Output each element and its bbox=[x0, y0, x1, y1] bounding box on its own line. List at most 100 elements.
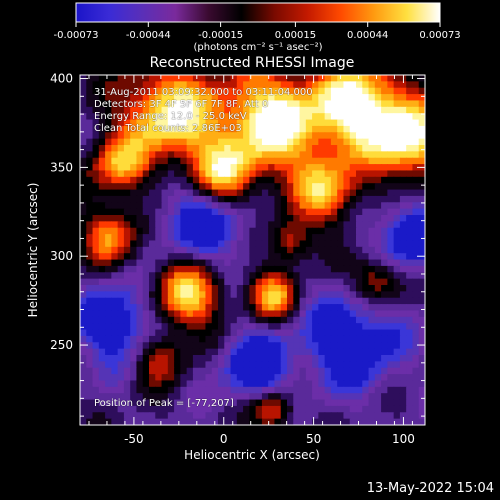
heatmap-cell bbox=[130, 125, 138, 133]
heatmap-cell bbox=[356, 164, 363, 172]
heatmap-cell bbox=[230, 374, 238, 382]
heatmap-cell bbox=[86, 106, 94, 114]
heatmap-cell bbox=[374, 195, 382, 203]
heatmap-cell bbox=[356, 221, 363, 229]
heatmap-cell bbox=[80, 87, 87, 95]
heatmap-cell bbox=[412, 208, 420, 216]
heatmap-cell bbox=[412, 106, 420, 114]
y-axis-label: Heliocentric Y (arcsec) bbox=[26, 183, 40, 318]
heatmap-cell bbox=[105, 119, 112, 127]
heatmap-cell bbox=[161, 87, 169, 95]
heatmap-cell bbox=[330, 195, 338, 203]
heatmap-cell bbox=[123, 234, 131, 242]
heatmap-cell bbox=[299, 310, 307, 318]
heatmap-cell bbox=[255, 310, 263, 318]
heatmap-cell bbox=[261, 81, 269, 89]
heatmap-cell bbox=[230, 316, 238, 324]
heatmap-cell bbox=[174, 145, 181, 152]
heatmap-cell bbox=[192, 100, 200, 108]
heatmap-cell bbox=[280, 278, 288, 286]
heatmap-cell bbox=[324, 304, 332, 312]
heatmap-cell bbox=[230, 151, 238, 159]
heatmap-cell bbox=[412, 297, 420, 305]
heatmap-cell bbox=[98, 106, 106, 114]
heatmap-cell bbox=[80, 361, 87, 369]
heatmap-cell bbox=[186, 145, 194, 152]
heatmap-cell bbox=[199, 234, 207, 242]
heatmap-cell bbox=[161, 405, 169, 413]
heatmap-cell bbox=[80, 125, 87, 133]
heatmap-cell bbox=[174, 81, 181, 89]
heatmap-cell bbox=[287, 234, 294, 242]
heatmap-cell bbox=[105, 234, 112, 242]
heatmap-cell bbox=[174, 386, 181, 394]
heatmap-cell bbox=[155, 412, 163, 420]
heatmap-cell bbox=[186, 393, 194, 401]
heatmap-cell bbox=[362, 329, 370, 337]
heatmap-cell bbox=[324, 145, 332, 152]
heatmap-cell bbox=[86, 119, 94, 127]
heatmap-cell bbox=[362, 386, 370, 394]
heatmap-cell bbox=[167, 374, 175, 382]
heatmap-cell bbox=[130, 253, 138, 261]
heatmap-cell bbox=[399, 119, 407, 127]
heatmap-cell bbox=[149, 259, 156, 267]
heatmap-cell bbox=[105, 310, 112, 318]
heatmap-cell bbox=[293, 335, 301, 343]
heatmap-cell bbox=[80, 234, 87, 242]
heatmap-cell bbox=[330, 412, 338, 420]
heatmap-cell bbox=[192, 253, 200, 261]
heatmap-cell bbox=[211, 202, 219, 210]
heatmap-cell bbox=[130, 81, 138, 89]
heatmap-cell bbox=[356, 329, 363, 337]
heatmap-cell bbox=[293, 145, 301, 152]
heatmap-cell bbox=[330, 259, 338, 267]
heatmap-cell bbox=[92, 304, 100, 312]
heatmap-cell bbox=[199, 94, 207, 102]
heatmap-cell bbox=[255, 125, 263, 133]
heatmap-cell bbox=[274, 157, 282, 165]
heatmap-cell bbox=[98, 81, 106, 89]
heatmap-cell bbox=[205, 361, 213, 369]
heatmap-cell bbox=[387, 151, 395, 159]
heatmap-cell bbox=[111, 297, 119, 305]
heatmap-cell bbox=[236, 272, 244, 280]
heatmap-cell bbox=[149, 87, 156, 95]
heatmap-cell bbox=[381, 234, 388, 242]
heatmap-cell bbox=[293, 113, 301, 121]
heatmap-cell bbox=[305, 361, 313, 369]
heatmap-cell bbox=[293, 374, 301, 382]
heatmap-cell bbox=[243, 335, 250, 343]
heatmap-cell bbox=[161, 240, 169, 248]
heatmap-cell bbox=[387, 297, 395, 305]
heatmap-cell bbox=[387, 323, 395, 331]
heatmap-cell bbox=[249, 138, 257, 146]
heatmap-cell bbox=[155, 119, 163, 127]
heatmap-cell bbox=[167, 132, 175, 140]
heatmap-cell bbox=[387, 412, 395, 420]
heatmap-cell bbox=[381, 393, 388, 401]
heatmap-cell bbox=[211, 106, 219, 114]
heatmap-cell bbox=[356, 145, 363, 152]
heatmap-cell bbox=[236, 170, 244, 178]
heatmap-cell bbox=[98, 215, 106, 222]
heatmap-cell bbox=[368, 278, 376, 286]
heatmap-cell bbox=[98, 386, 106, 394]
heatmap-cell bbox=[312, 119, 319, 127]
heatmap-cell bbox=[399, 176, 407, 184]
heatmap-cell bbox=[268, 81, 276, 89]
heatmap-cell bbox=[261, 215, 269, 222]
heatmap-cell bbox=[261, 189, 269, 197]
heatmap-cell bbox=[224, 215, 232, 222]
heatmap-cell bbox=[199, 119, 207, 127]
heatmap-cell bbox=[236, 100, 244, 108]
heatmap-cell bbox=[218, 87, 225, 95]
heatmap-cell bbox=[418, 310, 425, 318]
heatmap-cell bbox=[149, 367, 156, 375]
heatmap-cell bbox=[337, 176, 345, 184]
heatmap-cell bbox=[362, 367, 370, 375]
heatmap-cell bbox=[343, 323, 351, 331]
heatmap-cell bbox=[299, 316, 307, 324]
heatmap-cell bbox=[117, 272, 125, 280]
heatmap-cell bbox=[255, 100, 263, 108]
